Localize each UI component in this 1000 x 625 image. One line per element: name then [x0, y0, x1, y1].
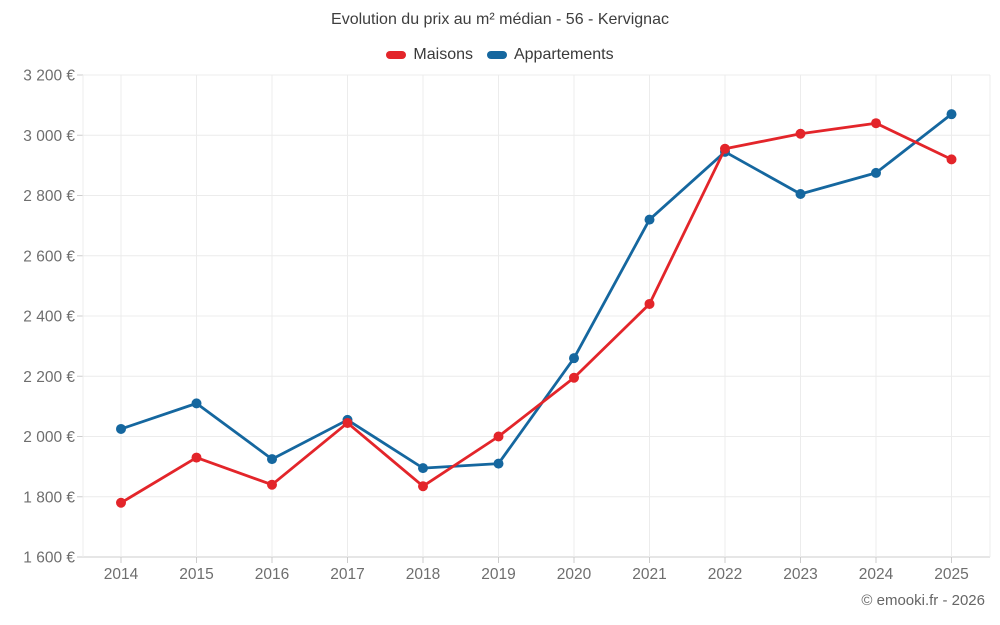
appartements-point	[418, 463, 428, 474]
maisons-point	[418, 481, 428, 492]
footer-credit: © emooki.fr - 2026	[861, 592, 985, 609]
y-axis-label: 1 800 €	[23, 489, 75, 506]
legend-item-appartements[interactable]: Appartements	[486, 46, 614, 64]
x-axis-label: 2023	[783, 566, 817, 583]
legend-label-maisons: Maisons	[413, 46, 473, 63]
maisons-point	[569, 372, 579, 383]
x-axis-label: 2016	[255, 566, 289, 583]
appartements-line	[119, 112, 953, 470]
x-axis-label: 2014	[104, 566, 139, 583]
y-axis-label: 2 000 €	[23, 429, 75, 446]
maisons-point	[191, 452, 202, 463]
appartements-point	[493, 458, 504, 469]
x-axis-label: 2020	[557, 566, 592, 583]
appartements-point	[871, 167, 881, 178]
maisons-point	[493, 431, 504, 442]
x-axis-label: 2024	[859, 566, 894, 583]
y-axis-label: 1 600 €	[23, 550, 75, 567]
maisons-point	[720, 143, 730, 154]
y-axis-label: 2 200 €	[23, 369, 75, 386]
x-axis-label: 2015	[179, 566, 213, 583]
appartements-point	[644, 214, 655, 225]
y-axis-label: 3 000 €	[23, 128, 75, 145]
appartements-point	[946, 109, 957, 120]
maisons-point	[116, 497, 126, 508]
appartements-point	[795, 188, 806, 199]
maisons-line	[119, 121, 953, 505]
x-axis-label: 2017	[330, 566, 364, 583]
y-axis-label: 2 400 €	[23, 309, 75, 326]
x-axis-label: 2021	[632, 566, 666, 583]
maisons-point	[267, 479, 277, 490]
legend-item-maisons[interactable]: Maisons	[386, 46, 473, 64]
legend-label-appartements: Appartements	[513, 46, 614, 63]
chart-title: Evolution du prix au m² médian - 56 - Ke…	[331, 11, 669, 28]
maisons-point	[946, 154, 957, 165]
x-axis-label: 2022	[708, 566, 742, 583]
maisons-point	[644, 298, 655, 309]
appartements-point	[191, 398, 202, 409]
x-axis-label: 2018	[406, 566, 440, 583]
chart-legend: Maisons Appartements	[0, 46, 1000, 64]
appartements-point	[569, 353, 579, 364]
appartements-point	[116, 423, 126, 434]
appartements-color-swatch-icon	[486, 51, 507, 59]
appartements-point	[267, 454, 277, 465]
y-axis-label: 3 200 €	[23, 68, 75, 85]
y-axis-label: 2 600 €	[23, 248, 75, 265]
maisons-point	[795, 128, 806, 139]
y-axis-label: 2 800 €	[23, 188, 75, 205]
x-axis-label: 2019	[481, 566, 515, 583]
x-axis-label: 2025	[934, 566, 968, 583]
maisons-point	[342, 417, 353, 428]
maisons-color-swatch-icon	[386, 51, 407, 59]
maisons-point	[871, 118, 881, 129]
